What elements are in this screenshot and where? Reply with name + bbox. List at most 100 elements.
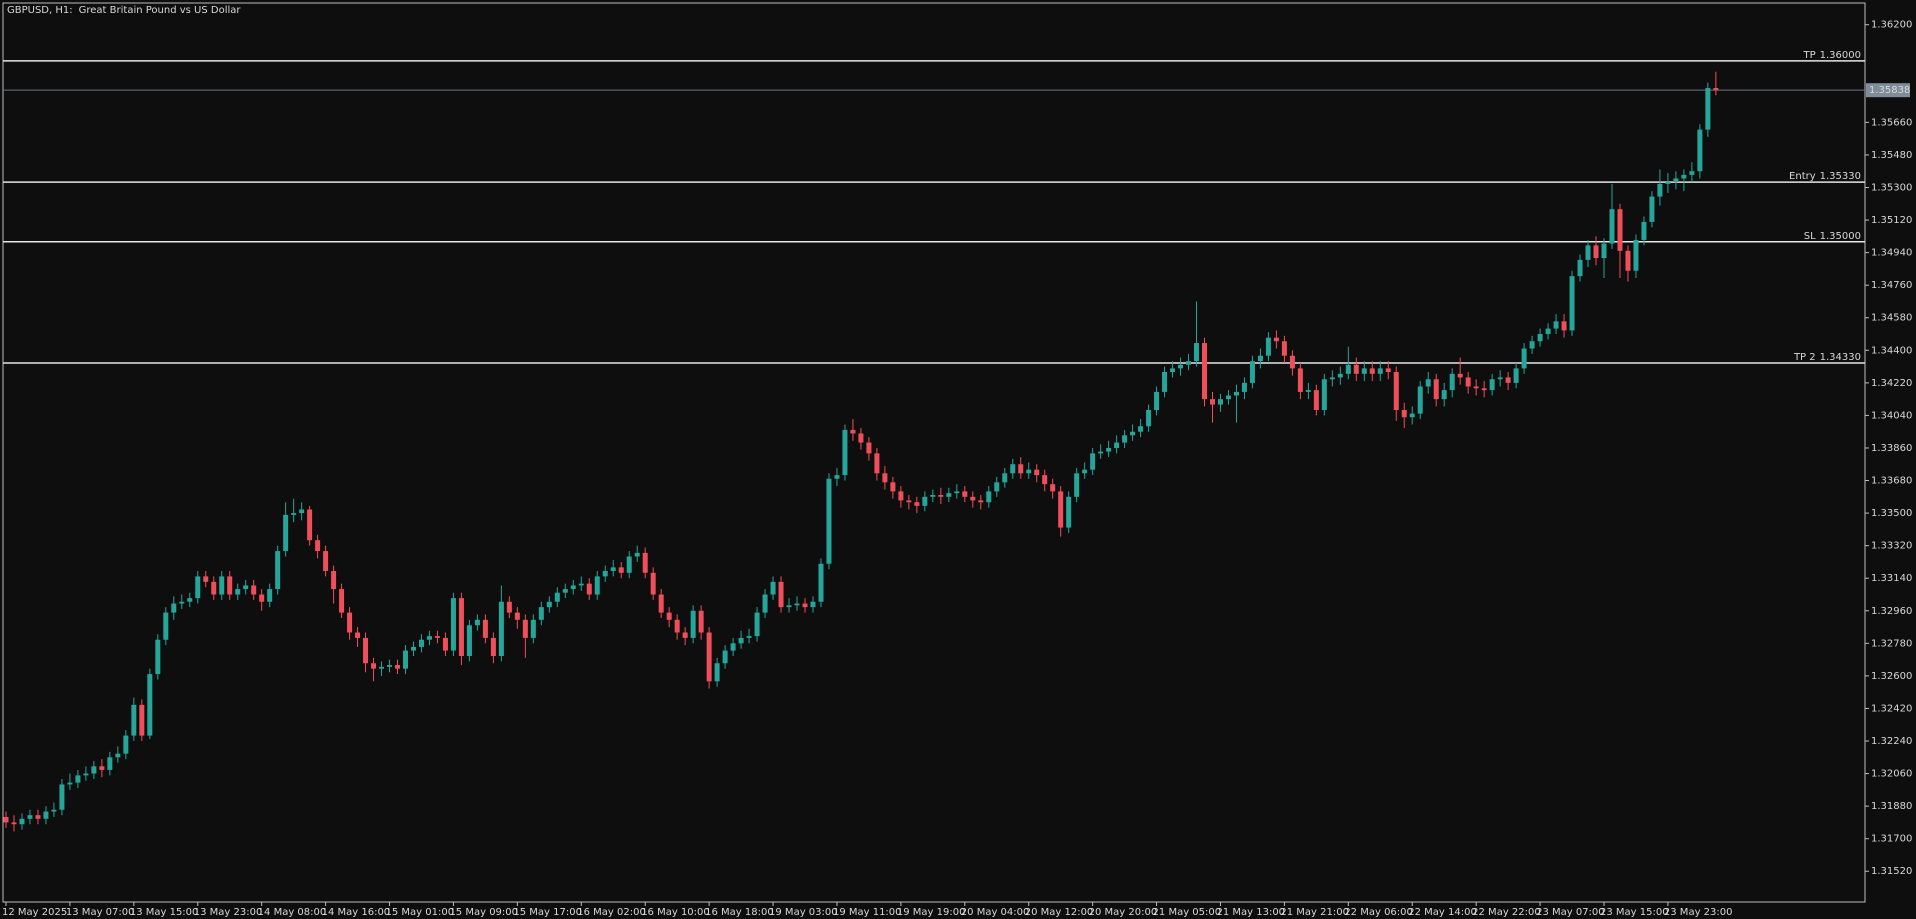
candle-body	[315, 540, 321, 552]
candle-body	[219, 576, 225, 595]
candle-body	[882, 473, 888, 483]
candle-body	[1297, 368, 1303, 392]
y-tick-label: 1.32060	[1871, 769, 1912, 780]
candle-body	[1241, 382, 1247, 392]
y-tick-label: 1.34220	[1871, 378, 1912, 389]
candle-body	[866, 442, 872, 454]
candle-body	[930, 495, 936, 497]
candle-body	[259, 594, 265, 602]
candle-body	[1449, 373, 1455, 391]
candle-body	[914, 502, 920, 506]
candle-body	[1337, 373, 1343, 378]
candle-body	[1082, 469, 1088, 474]
candle-body	[434, 636, 440, 638]
candle-body	[554, 592, 560, 602]
x-tick-label: 13 May 07:00	[66, 907, 135, 918]
candle-body	[1058, 491, 1064, 528]
x-tick-label: 15 May 09:00	[449, 907, 518, 918]
candle-body	[1569, 276, 1575, 331]
candle-body	[179, 601, 185, 604]
candle-body	[1641, 221, 1647, 240]
candle-body	[347, 612, 353, 633]
x-tick-label: 19 May 03:00	[769, 907, 838, 918]
candle-body	[1154, 391, 1160, 410]
candle-body	[1657, 183, 1663, 197]
candle-body	[1209, 399, 1215, 405]
x-tick-label: 23 May 07:00	[1536, 907, 1605, 918]
y-tick-label: 1.35660	[1871, 117, 1912, 128]
candle-body	[994, 482, 1000, 492]
candle-body	[722, 650, 728, 664]
candle-body	[283, 514, 289, 552]
candle-body	[1489, 379, 1495, 391]
candle-body	[91, 766, 97, 774]
candle-body	[906, 500, 912, 503]
level-price: 1.35000	[1820, 231, 1861, 242]
candle-body	[59, 784, 65, 810]
candle-body	[1617, 209, 1623, 251]
candle-body	[235, 589, 241, 595]
candle-body	[1313, 390, 1319, 410]
candle-body	[67, 782, 73, 785]
candle-body	[123, 735, 129, 754]
candle-body	[1353, 364, 1359, 374]
candle-body	[1665, 182, 1671, 184]
candle-body	[363, 637, 369, 664]
candle-body	[139, 704, 145, 736]
y-tick-label: 1.33680	[1871, 476, 1912, 487]
candle-body	[1002, 473, 1008, 483]
candle-body	[418, 639, 424, 647]
x-tick-label: 21 May 21:00	[1280, 907, 1349, 918]
y-tick-label: 1.33500	[1871, 508, 1912, 519]
candle-body	[51, 809, 57, 812]
candle-body	[818, 563, 824, 602]
y-tick-label: 1.33140	[1871, 573, 1912, 584]
candle-body	[1034, 469, 1040, 476]
candle-body	[786, 605, 792, 608]
x-tick-label: 19 May 11:00	[833, 907, 902, 918]
price-tag	[1866, 83, 1910, 98]
candle-body	[594, 576, 600, 595]
candle-body	[203, 576, 209, 582]
candle-body	[410, 646, 416, 651]
candle-body	[1114, 442, 1120, 448]
candle-body	[1146, 409, 1152, 427]
candle-body	[506, 601, 512, 613]
candle-body	[978, 500, 984, 503]
candle-body	[1170, 368, 1176, 373]
candle-body	[1457, 373, 1463, 378]
candle-body	[570, 585, 576, 590]
candle-body	[874, 453, 880, 474]
candle-body	[698, 610, 704, 633]
candle-body	[403, 650, 408, 669]
candle-body	[826, 478, 832, 564]
x-tick-label: 15 May 17:00	[513, 907, 582, 918]
candle-body	[1217, 399, 1223, 405]
y-tick-label: 1.32600	[1871, 671, 1912, 682]
candle-body	[371, 663, 377, 669]
candle-body	[730, 643, 736, 651]
x-tick-label: 20 May 20:00	[1089, 907, 1158, 918]
level-name: TP 2	[1793, 352, 1816, 363]
candle-body	[858, 433, 864, 443]
candle-body	[1385, 368, 1391, 373]
candle-body	[1649, 196, 1655, 222]
candle-body	[618, 567, 624, 573]
y-tick-label: 1.34940	[1871, 248, 1912, 259]
candle-body	[11, 822, 17, 825]
candle-body	[1289, 355, 1295, 369]
candle-body	[291, 513, 297, 515]
candle-body	[738, 637, 744, 644]
candle-body	[1186, 361, 1192, 365]
y-tick-label: 1.34400	[1871, 345, 1912, 356]
candle-body	[1537, 334, 1543, 342]
plot-frame	[2, 2, 1866, 903]
candle-body	[514, 612, 520, 620]
y-tick-label: 1.32420	[1871, 703, 1912, 714]
candle-body	[1106, 447, 1112, 452]
candle-body	[35, 815, 41, 819]
x-tick-label: 22 May 06:00	[1344, 907, 1413, 918]
candle-body	[1409, 413, 1415, 418]
level-name: TP	[1803, 50, 1816, 61]
